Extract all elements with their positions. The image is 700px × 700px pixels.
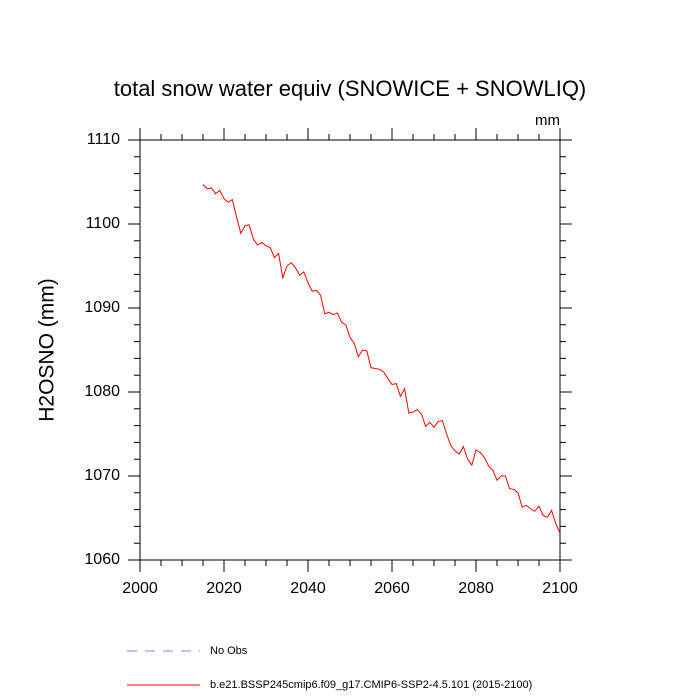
chart-title: total snow water equiv (SNOWICE + SNOWLI…	[114, 76, 587, 101]
legend-label: b.e21.BSSP245cmip6.f09_g17.CMIP6-SSP2-4.…	[210, 679, 532, 691]
x-tick-label: 2100	[542, 580, 578, 597]
x-tick-label: 2080	[458, 580, 494, 597]
legend-label: No Obs	[210, 645, 248, 657]
x-tick-label: 2040	[290, 580, 326, 597]
x-tick-label: 2020	[206, 580, 242, 597]
y-axis-label: H2OSNO (mm)	[36, 278, 59, 422]
x-tick-label: 2060	[374, 580, 410, 597]
y-tick-label: 1060	[84, 551, 120, 568]
plot-frame	[139, 139, 561, 561]
y-tick-label: 1080	[84, 383, 120, 400]
x-tick-label: 2000	[122, 580, 158, 597]
units-label: mm	[535, 112, 560, 129]
y-tick-label: 1070	[84, 467, 120, 484]
data-line	[202, 184, 561, 534]
y-tick-label: 1110	[87, 131, 120, 148]
y-tick-label: 1100	[86, 215, 121, 232]
y-tick-label: 1090	[84, 299, 120, 316]
